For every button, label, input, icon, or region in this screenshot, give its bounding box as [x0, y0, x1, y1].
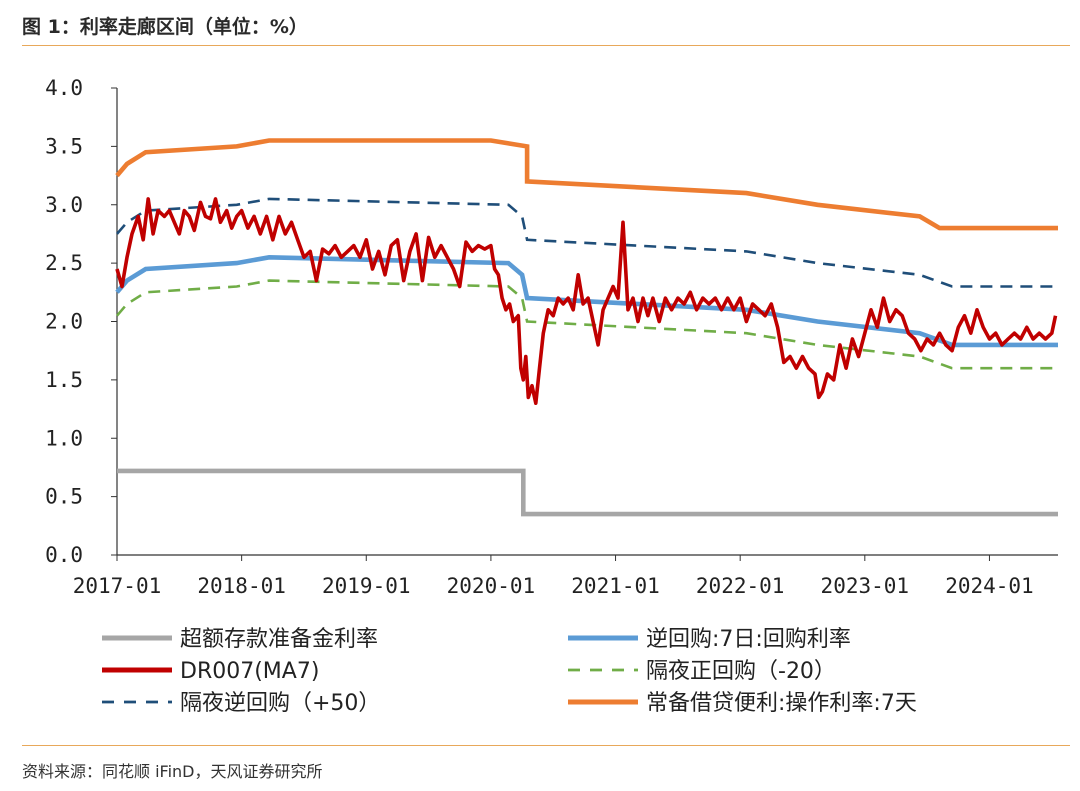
- x-tick-label: 2019-01: [322, 574, 411, 598]
- y-tick-label: 2.0: [45, 310, 83, 334]
- series-line-1: [115, 254, 1058, 348]
- x-tick-label: 2022-01: [696, 574, 785, 598]
- series-line-5: [115, 138, 1058, 231]
- y-tick-label: 3.0: [45, 193, 83, 217]
- series-line-3: [116, 279, 1058, 370]
- x-tick-label: 2018-01: [197, 574, 286, 598]
- y-tick-label: 3.5: [45, 134, 83, 158]
- source-note: 资料来源：同花顺 iFinD，天风证券研究所: [22, 762, 323, 781]
- footer-rule: [22, 745, 1070, 746]
- y-tick-label: 2.5: [45, 251, 83, 275]
- x-tick-label: 2024-01: [945, 574, 1034, 598]
- chart-series: [115, 138, 1058, 517]
- figure-title: 图 1：利率走廊区间（单位：%）: [22, 16, 308, 38]
- chart-axes: 0.0 0.5 1.0 1.5 2.0 2.5 3.0 3.5 4.0 2017-01 2018-0…: [45, 76, 1058, 598]
- legend-label-5: 常备借贷便利:操作利率:7天: [646, 691, 917, 716]
- legend-label-3: 隔夜正回购（-20）: [646, 659, 836, 684]
- chart-legend: 超额存款准备金利率 逆回购:7日:回购利率 DR007(MA7) 隔夜正回购（-20）…: [102, 627, 917, 716]
- y-tick-label: 1.0: [45, 426, 83, 450]
- series-line-2: [115, 197, 1058, 405]
- x-tick-label: 2023-01: [821, 574, 910, 598]
- x-tick-label: 2020-01: [447, 574, 536, 598]
- y-tick-label: 1.5: [45, 368, 83, 392]
- y-tick-label: 0.0: [45, 543, 83, 567]
- legend-label-0: 超额存款准备金利率: [180, 627, 378, 652]
- x-tick-label: 2017-01: [73, 574, 162, 598]
- legend-label-2: DR007(MA7): [180, 659, 319, 684]
- series-line-4: [116, 197, 1058, 288]
- title-rule: [22, 45, 1070, 46]
- y-tick-label: 4.0: [45, 76, 83, 100]
- legend-label-1: 逆回购:7日:回购利率: [646, 627, 851, 652]
- y-tick-label: 0.5: [45, 485, 83, 509]
- series-line-0: [117, 468, 1058, 517]
- x-tick-label: 2021-01: [571, 574, 660, 598]
- legend-label-4: 隔夜逆回购（+50）: [180, 691, 380, 716]
